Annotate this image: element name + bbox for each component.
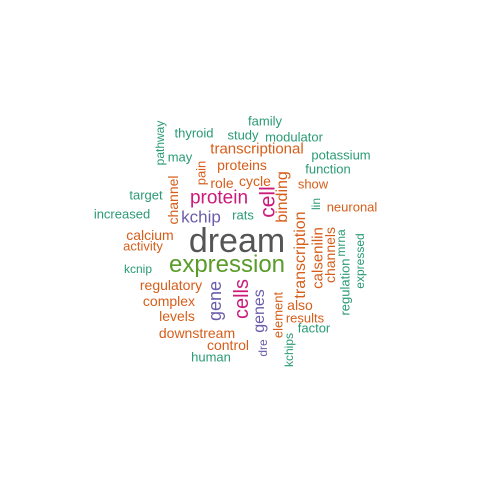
word-complex: complex [142, 293, 196, 309]
word-target: target [129, 187, 163, 203]
word-pain: pain [193, 160, 209, 186]
word-lin: lin [309, 197, 323, 211]
word-kcnip: kcnip [123, 262, 153, 276]
word-rats: rats [232, 207, 254, 223]
word-potassium: potassium [311, 147, 371, 163]
word-family: family [248, 113, 282, 129]
word-modulator: modulator [265, 129, 323, 145]
word-regulation: regulation [337, 258, 353, 316]
word-gene: gene [205, 280, 225, 322]
word-protein: protein [189, 187, 249, 209]
word-control: control [206, 337, 250, 353]
word-role: role [210, 175, 234, 191]
word-transcriptional: transcriptional [210, 140, 304, 158]
word-element: element [270, 291, 286, 339]
word-increased: increased [93, 206, 151, 222]
word-function: function [305, 161, 351, 177]
word-cells: cells [231, 278, 253, 320]
word-transcription: transcription [292, 211, 309, 299]
word-show: show [297, 176, 329, 192]
word-proteins: proteins [217, 157, 267, 173]
word-activity: activity [123, 238, 163, 254]
word-kchips: kchips [282, 332, 296, 368]
word-thyroid: thyroid [174, 125, 214, 141]
word-levels: levels [159, 308, 195, 324]
word-mrna: mrna [334, 229, 348, 257]
word-factor: factor [297, 320, 331, 336]
word-human: human [191, 349, 231, 365]
word-calcium: calcium [126, 227, 174, 243]
word-expression: expression [168, 251, 286, 278]
word-cycle: cycle [239, 173, 271, 189]
word-may: may [167, 149, 193, 165]
word-regulatory: regulatory [139, 277, 203, 293]
word-genes: genes [251, 289, 268, 333]
word-kchip: kchip [181, 207, 221, 227]
word-dre: dre [256, 339, 270, 357]
word-pathway: pathway [153, 120, 167, 166]
word-results: results [285, 310, 325, 326]
word-binding: binding [274, 171, 291, 223]
word-channel: channel [165, 175, 181, 225]
word-downstream: downstream [158, 325, 236, 341]
word-expressed: expressed [353, 233, 367, 289]
word-study: study [227, 127, 259, 143]
word-neuronal: neuronal [326, 199, 378, 215]
word-dream: dream [188, 222, 286, 260]
word-also: also [287, 297, 313, 313]
